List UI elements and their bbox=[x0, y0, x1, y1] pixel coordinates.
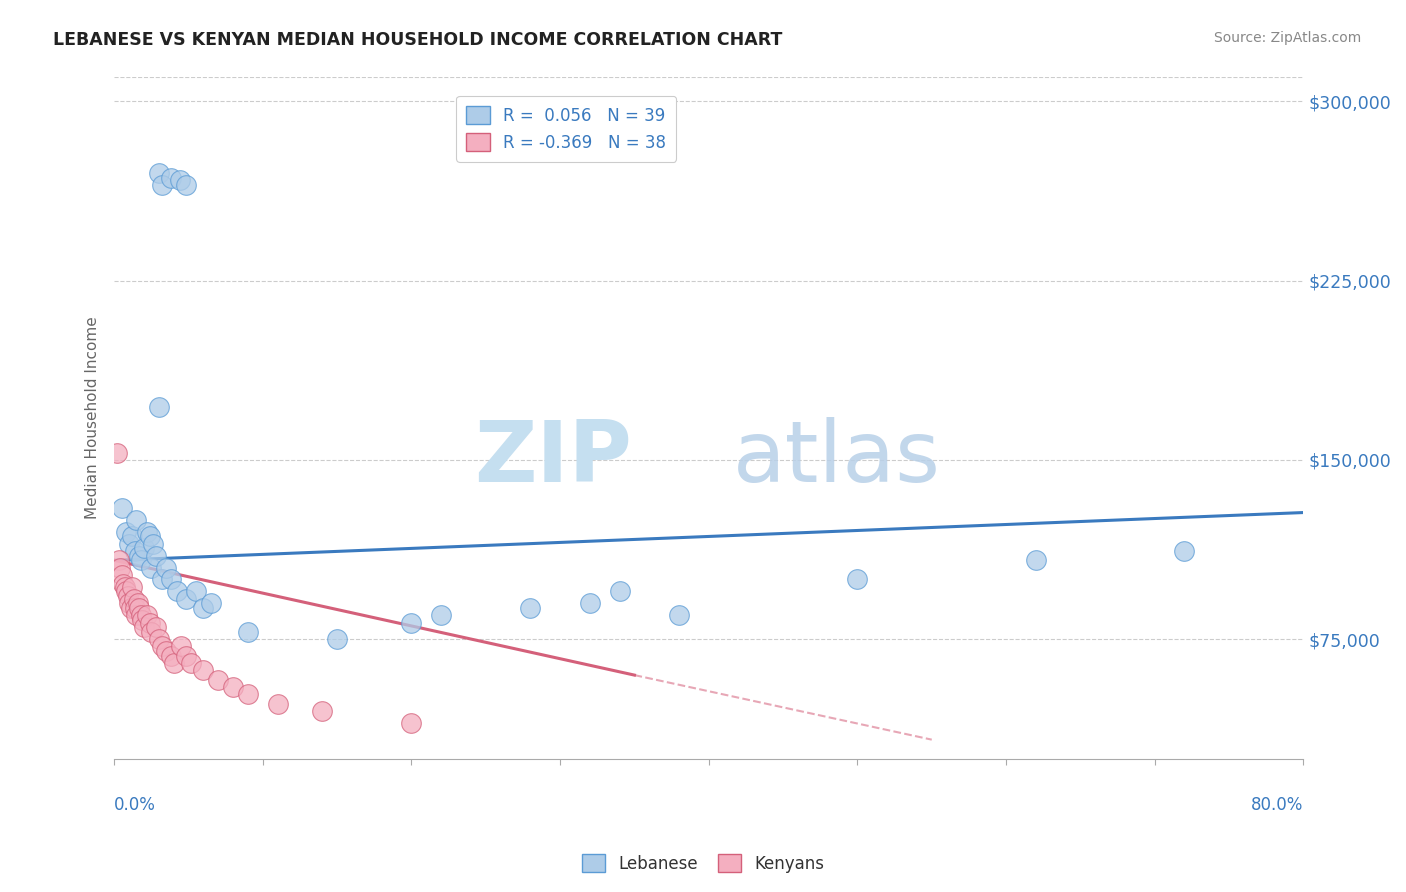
Point bbox=[401, 715, 423, 730]
Point bbox=[135, 608, 157, 623]
Point bbox=[174, 178, 197, 192]
Point bbox=[120, 601, 142, 615]
Point bbox=[200, 596, 222, 610]
Point bbox=[141, 625, 163, 640]
Point bbox=[326, 632, 349, 647]
Point bbox=[519, 601, 541, 615]
Point bbox=[159, 170, 181, 185]
Point bbox=[1025, 553, 1047, 567]
Point bbox=[131, 613, 153, 627]
Point bbox=[148, 401, 170, 415]
Point bbox=[111, 567, 134, 582]
Point bbox=[132, 541, 155, 556]
Point bbox=[163, 656, 186, 670]
Point bbox=[430, 608, 453, 623]
Legend: R =  0.056   N = 39, R = -0.369   N = 38: R = 0.056 N = 39, R = -0.369 N = 38 bbox=[457, 96, 676, 161]
Point bbox=[609, 584, 631, 599]
Point bbox=[155, 644, 177, 658]
Point bbox=[401, 615, 423, 630]
Point bbox=[112, 577, 135, 591]
Point bbox=[207, 673, 229, 687]
Point bbox=[184, 584, 207, 599]
Point bbox=[267, 697, 290, 711]
Point bbox=[174, 591, 197, 606]
Point bbox=[159, 648, 181, 663]
Text: 0.0%: 0.0% bbox=[114, 797, 156, 814]
Point bbox=[145, 620, 167, 634]
Point bbox=[117, 589, 139, 603]
Point bbox=[236, 625, 259, 640]
Point bbox=[139, 529, 162, 543]
Point bbox=[141, 560, 163, 574]
Point bbox=[128, 549, 150, 563]
Point bbox=[148, 166, 170, 180]
Point bbox=[668, 608, 690, 623]
Text: LEBANESE VS KENYAN MEDIAN HOUSEHOLD INCOME CORRELATION CHART: LEBANESE VS KENYAN MEDIAN HOUSEHOLD INCO… bbox=[53, 31, 783, 49]
Point bbox=[118, 536, 141, 550]
Point bbox=[174, 648, 197, 663]
Point bbox=[193, 601, 215, 615]
Point bbox=[108, 560, 131, 574]
Text: 80.0%: 80.0% bbox=[1251, 797, 1303, 814]
Point bbox=[170, 640, 193, 654]
Point bbox=[129, 608, 152, 623]
Point bbox=[166, 584, 188, 599]
Point bbox=[193, 663, 215, 677]
Point bbox=[114, 580, 136, 594]
Point bbox=[150, 178, 173, 192]
Point bbox=[118, 596, 141, 610]
Point bbox=[121, 580, 143, 594]
Point bbox=[150, 640, 173, 654]
Point bbox=[122, 591, 145, 606]
Point bbox=[846, 573, 869, 587]
Point bbox=[142, 536, 165, 550]
Point bbox=[132, 620, 155, 634]
Point bbox=[150, 573, 173, 587]
Point bbox=[115, 524, 138, 539]
Y-axis label: Median Household Income: Median Household Income bbox=[86, 317, 100, 519]
Point bbox=[127, 596, 149, 610]
Point bbox=[579, 596, 602, 610]
Point bbox=[125, 608, 148, 623]
Point bbox=[148, 632, 170, 647]
Point bbox=[236, 687, 259, 701]
Point bbox=[105, 446, 128, 460]
Point bbox=[125, 513, 148, 527]
Legend: Lebanese, Kenyans: Lebanese, Kenyans bbox=[575, 847, 831, 880]
Text: Source: ZipAtlas.com: Source: ZipAtlas.com bbox=[1213, 31, 1361, 45]
Point bbox=[124, 543, 146, 558]
Point bbox=[111, 500, 134, 515]
Point bbox=[115, 584, 138, 599]
Point bbox=[180, 656, 202, 670]
Point bbox=[159, 573, 181, 587]
Point bbox=[311, 704, 333, 718]
Point bbox=[169, 173, 191, 187]
Point bbox=[135, 524, 157, 539]
Text: ZIP: ZIP bbox=[474, 417, 631, 500]
Point bbox=[1173, 543, 1195, 558]
Point bbox=[129, 553, 152, 567]
Point bbox=[107, 553, 129, 567]
Point bbox=[139, 615, 162, 630]
Point bbox=[124, 601, 146, 615]
Point bbox=[145, 549, 167, 563]
Point bbox=[121, 529, 143, 543]
Text: atlas: atlas bbox=[733, 417, 941, 500]
Point bbox=[155, 560, 177, 574]
Point bbox=[128, 601, 150, 615]
Point bbox=[222, 680, 245, 694]
